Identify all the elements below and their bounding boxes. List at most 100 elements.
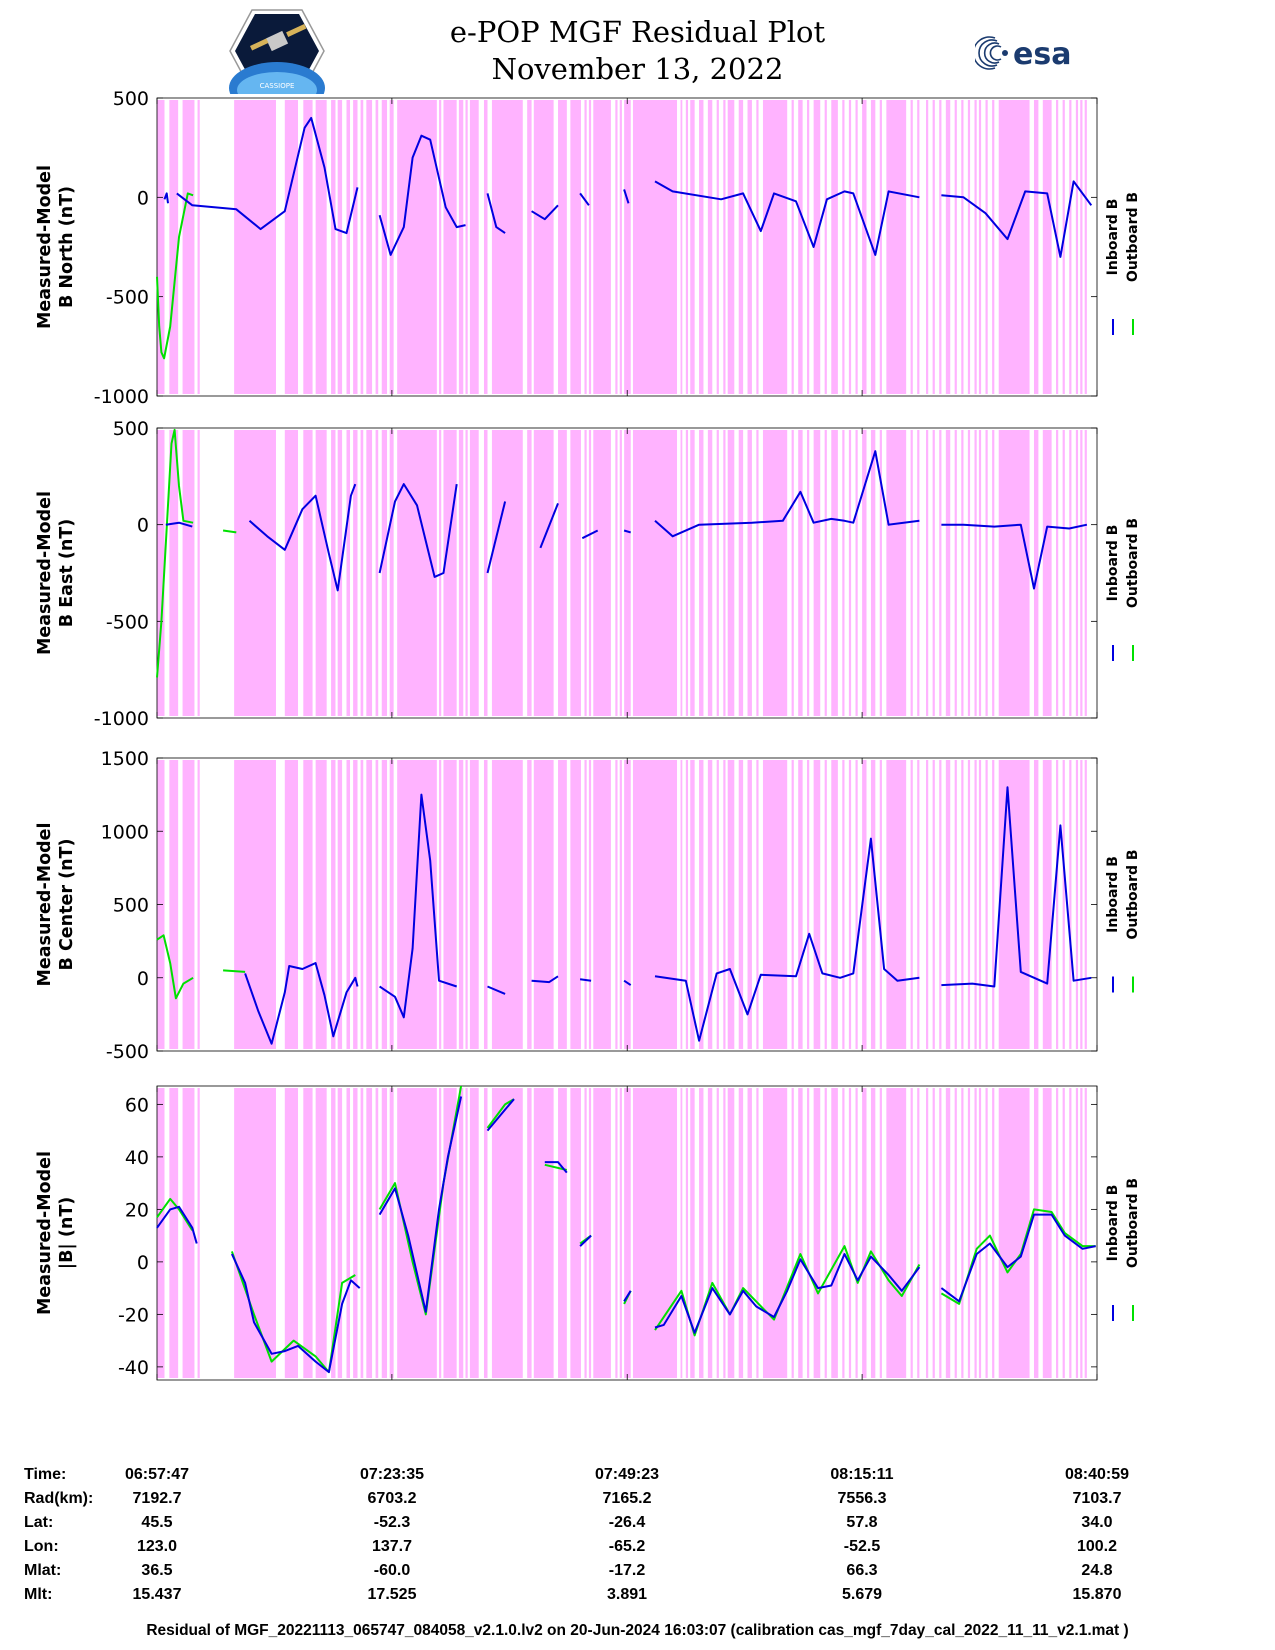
inboard-series-line — [654, 450, 920, 538]
shade-band — [978, 430, 982, 716]
shade-band — [978, 1088, 982, 1378]
y-tick-label: 40 — [125, 1147, 149, 1169]
inboard-series-line — [654, 1253, 921, 1334]
info-row-label: Lat: — [24, 1514, 54, 1531]
y-axis-label: Measured-Model |B| (nT) — [35, 1151, 77, 1315]
inboard-series-line — [940, 1213, 1096, 1303]
shade-band — [862, 430, 867, 716]
shade-band — [791, 100, 794, 394]
y-tick-label: -500 — [106, 611, 149, 633]
shade-band — [397, 760, 437, 1049]
shade-band — [939, 430, 942, 716]
shade-band — [331, 760, 336, 1049]
legend-label: Inboard B — [1105, 525, 1121, 602]
shade-band — [707, 760, 713, 1049]
shade-band — [978, 100, 982, 394]
shade-band — [389, 430, 394, 716]
shade-band — [346, 760, 351, 1049]
legend-label: Inboard B — [1105, 1185, 1121, 1262]
shade-band — [1080, 760, 1083, 1049]
shade-band — [1042, 760, 1052, 1049]
shade-band — [533, 430, 554, 716]
info-row-value: 07:23:35 — [359, 1466, 425, 1483]
info-row-value: 34.0 — [1081, 1514, 1113, 1531]
inboard-series-line — [378, 483, 458, 578]
shade-band — [824, 1088, 827, 1378]
shade-band — [360, 1088, 364, 1378]
shade-band — [303, 760, 313, 1049]
shade-band — [588, 100, 592, 394]
shade-band — [619, 100, 622, 394]
esa-logo-text: esa — [1013, 37, 1071, 72]
esa-logo: esa — [975, 36, 1071, 72]
shade-band — [337, 760, 343, 1049]
shade-band — [1084, 430, 1087, 716]
shade-band — [570, 760, 581, 1049]
shade-band — [615, 760, 618, 1049]
shade-band — [360, 430, 364, 716]
shade-band — [337, 100, 343, 394]
shade-band — [910, 1088, 913, 1378]
shade-band — [978, 760, 982, 1049]
shade-band — [738, 100, 744, 394]
shade-band — [558, 760, 567, 1049]
shade-band — [360, 100, 364, 394]
shade-band — [992, 760, 995, 1049]
shade-band — [197, 760, 200, 1049]
shade-band — [346, 1088, 351, 1378]
shade-band — [967, 100, 971, 394]
outboard-series-line — [156, 934, 194, 1000]
shade-band — [303, 430, 313, 716]
shade-band — [1069, 100, 1072, 394]
info-row-value: 24.8 — [1081, 1562, 1113, 1579]
shade-band — [870, 1088, 876, 1378]
shade-band — [366, 760, 373, 1049]
y-tick-label: 0 — [137, 187, 149, 209]
shade-band — [855, 430, 858, 716]
shade-band — [458, 100, 464, 394]
inboard-series-line — [654, 837, 920, 1042]
shade-band — [303, 100, 313, 394]
shade-band — [848, 1088, 852, 1378]
shade-band — [842, 1088, 845, 1378]
y-tick-label: 1000 — [101, 821, 149, 843]
inboard-series-line — [163, 192, 169, 204]
shade-band — [1080, 430, 1083, 716]
inboard-series-line — [539, 503, 559, 549]
info-row-value: 7192.7 — [132, 1490, 182, 1507]
shade-band — [985, 1088, 988, 1378]
shade-band — [1084, 760, 1087, 1049]
shade-band — [366, 1088, 373, 1378]
shade-band — [747, 430, 752, 716]
inboard-series-line — [248, 483, 357, 592]
cassiope-logo: CASSIOPE — [229, 9, 325, 94]
outboard-series-line — [230, 1251, 356, 1374]
shade-band — [588, 430, 592, 716]
y-tick-label: 500 — [113, 895, 149, 917]
inboard-series-line — [486, 193, 506, 234]
shade-band — [917, 1088, 920, 1378]
shade-band — [533, 100, 554, 394]
shade-band — [458, 430, 464, 716]
shade-band — [527, 760, 532, 1049]
info-row-value: 17.525 — [367, 1586, 417, 1603]
shade-band — [1056, 760, 1059, 1049]
shade-band — [699, 1088, 704, 1378]
legend-label: Outboard B — [1125, 518, 1141, 608]
shade-band — [315, 430, 327, 716]
shade-band — [197, 100, 200, 394]
y-tick-label: 60 — [125, 1094, 149, 1116]
shade-band — [197, 430, 200, 716]
shade-band — [961, 760, 964, 1049]
shade-band — [483, 430, 488, 716]
y-tick-label: 500 — [113, 88, 149, 110]
info-row-value: -60.0 — [373, 1562, 411, 1579]
y-tick-label: -500 — [106, 287, 149, 309]
shade-band — [465, 1088, 468, 1378]
inboard-series-line — [487, 985, 506, 995]
inboard-series-line — [579, 1234, 592, 1247]
shade-band — [848, 760, 852, 1049]
shade-band — [992, 100, 995, 394]
inboard-series-line — [941, 786, 1092, 988]
shade-band — [469, 100, 479, 394]
